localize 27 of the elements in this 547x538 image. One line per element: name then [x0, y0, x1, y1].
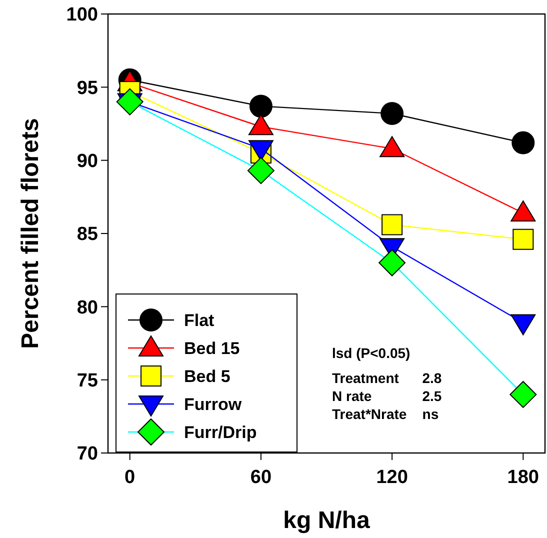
legend-label: Flat — [184, 310, 215, 330]
point — [382, 214, 403, 236]
legend-label: Bed 5 — [184, 366, 230, 386]
x-tick-label: 120 — [376, 467, 408, 488]
point — [512, 228, 534, 250]
annotation: Treat*Nrate ns — [332, 406, 439, 422]
legend-label: Bed 15 — [184, 338, 240, 358]
y-tick-label: 95 — [76, 78, 98, 99]
point — [512, 131, 535, 154]
x-tick-label: 0 — [124, 467, 136, 488]
point — [249, 94, 272, 118]
legend-label: Furr/Drip — [184, 422, 257, 442]
annotation: lsd (P<0.05) — [332, 345, 410, 361]
x-tick-label: 60 — [250, 467, 272, 488]
point — [380, 102, 404, 126]
annotation: N rate 2.5 — [332, 388, 442, 404]
y-tick-label: 90 — [76, 150, 98, 172]
y-axis-title: Percent filled florets — [17, 118, 44, 349]
y-tick-label: 70 — [76, 444, 98, 465]
y-tick-label: 85 — [76, 224, 98, 246]
y-tick-label: 80 — [76, 297, 98, 318]
annotation: Treatment 2.8 — [332, 370, 442, 386]
y-tick-label: 100 — [66, 4, 98, 26]
x-tick-label: 180 — [507, 467, 539, 488]
legend-label: Furrow — [184, 394, 242, 414]
y-tick-label: 75 — [76, 370, 98, 392]
x-axis-title: kg N/ha — [283, 507, 370, 534]
